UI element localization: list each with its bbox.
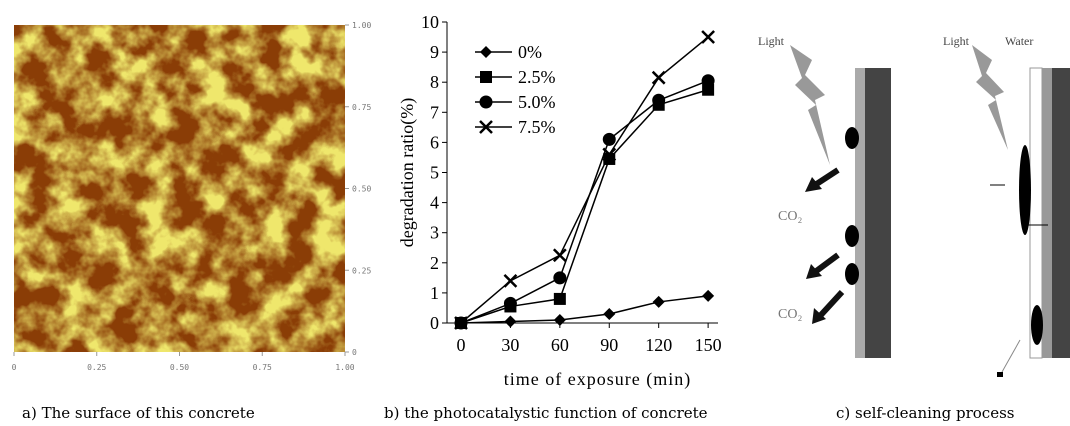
x-tick-label: 0.75: [253, 363, 272, 372]
x-tick-label: 30: [501, 335, 519, 355]
label: Light: [758, 34, 785, 48]
y-tick-label: 6: [430, 132, 439, 152]
data-point: [553, 271, 567, 285]
dirt: [845, 225, 859, 247]
x-tick-label: 120: [645, 335, 672, 355]
data-point: [603, 307, 616, 320]
y-axis-label: degradation ratio(%): [397, 98, 418, 247]
caption: b) the photocatalystic function of concr…: [384, 404, 708, 422]
legend-marker: [480, 71, 492, 83]
data-point: [504, 315, 517, 328]
legend-marker: [480, 46, 492, 58]
legend-label: 7.5%: [518, 117, 556, 137]
series-line: [460, 36, 709, 324]
data-point: [701, 74, 715, 88]
lightning: [972, 45, 1008, 150]
label: Light: [943, 34, 970, 48]
label: CO₂: [778, 209, 802, 224]
y-tick-label: 8: [430, 72, 439, 92]
series-line: [460, 295, 709, 324]
y-tick-label: 4: [430, 193, 439, 213]
y-tick-label: 0.25: [352, 266, 371, 275]
series-line: [460, 89, 709, 324]
water-drop: [1031, 305, 1043, 345]
data-point: [454, 316, 468, 330]
data-point: [652, 93, 666, 107]
data-point: [602, 147, 617, 162]
y-tick-label: 0: [430, 313, 439, 333]
data-point: [553, 292, 566, 305]
y-tick-label: 0.75: [352, 103, 371, 112]
data-point: [602, 132, 616, 146]
legend-marker: [479, 120, 493, 134]
data-point: [651, 70, 666, 85]
legend-marker: [479, 95, 493, 109]
y-tick-label: 10: [421, 12, 439, 32]
wall: [1052, 68, 1070, 358]
y-tick-label: 5: [430, 163, 439, 183]
caption: a) The surface of this concrete: [22, 404, 255, 422]
data-point: [503, 273, 518, 288]
label: CO₂: [778, 307, 802, 322]
arrows: [813, 167, 845, 319]
diagram: Light CO₂ CO₂ Light Water: [758, 34, 1070, 377]
arrow-heads: [805, 177, 826, 324]
x-tick-label: 0.25: [87, 363, 106, 372]
afm-texture: [14, 25, 345, 352]
x-tick-label: 0: [12, 363, 17, 372]
y-tick-label: 1.00: [352, 21, 371, 30]
y-tick-label: 9: [430, 42, 439, 62]
label: Water: [1005, 34, 1033, 48]
y-tick-label: 0.50: [352, 185, 371, 194]
x-tick-label: 150: [695, 335, 722, 355]
y-tick-label: 7: [430, 102, 439, 122]
wall-layer: [855, 68, 865, 358]
lightning: [790, 45, 830, 165]
water-drop: [1019, 145, 1031, 235]
data-point: [702, 83, 715, 96]
data-point: [503, 296, 517, 310]
y-tick-label: 0: [352, 348, 357, 357]
x-tick-label: 90: [600, 335, 618, 355]
legend-label: 0%: [518, 42, 542, 62]
data-point: [652, 295, 665, 308]
y-tick-label: 3: [430, 223, 439, 243]
data-point: [552, 248, 567, 263]
arrow: [1001, 339, 1021, 373]
x-tick-label: 0: [457, 335, 466, 355]
legend-label: 5.0%: [518, 92, 556, 112]
data-point: [702, 289, 715, 302]
x-axis-label: time of exposure (min): [504, 369, 691, 390]
dirt: [845, 263, 859, 285]
wall: [865, 68, 891, 358]
series-line: [460, 79, 709, 324]
x-tick-label: 60: [551, 335, 569, 355]
x-tick-label: 0.50: [170, 363, 189, 372]
y-tick-label: 1: [430, 283, 439, 303]
wall-layer: [1042, 68, 1052, 358]
caption: c) self-cleaning process: [836, 404, 1014, 422]
legend-label: 2.5%: [518, 67, 556, 87]
dirt: [845, 127, 859, 149]
data-point: [553, 313, 566, 326]
data-point: [701, 30, 715, 44]
y-tick-label: 2: [430, 253, 439, 273]
x-tick-label: 1.00: [335, 363, 354, 372]
drop: [997, 372, 1003, 377]
